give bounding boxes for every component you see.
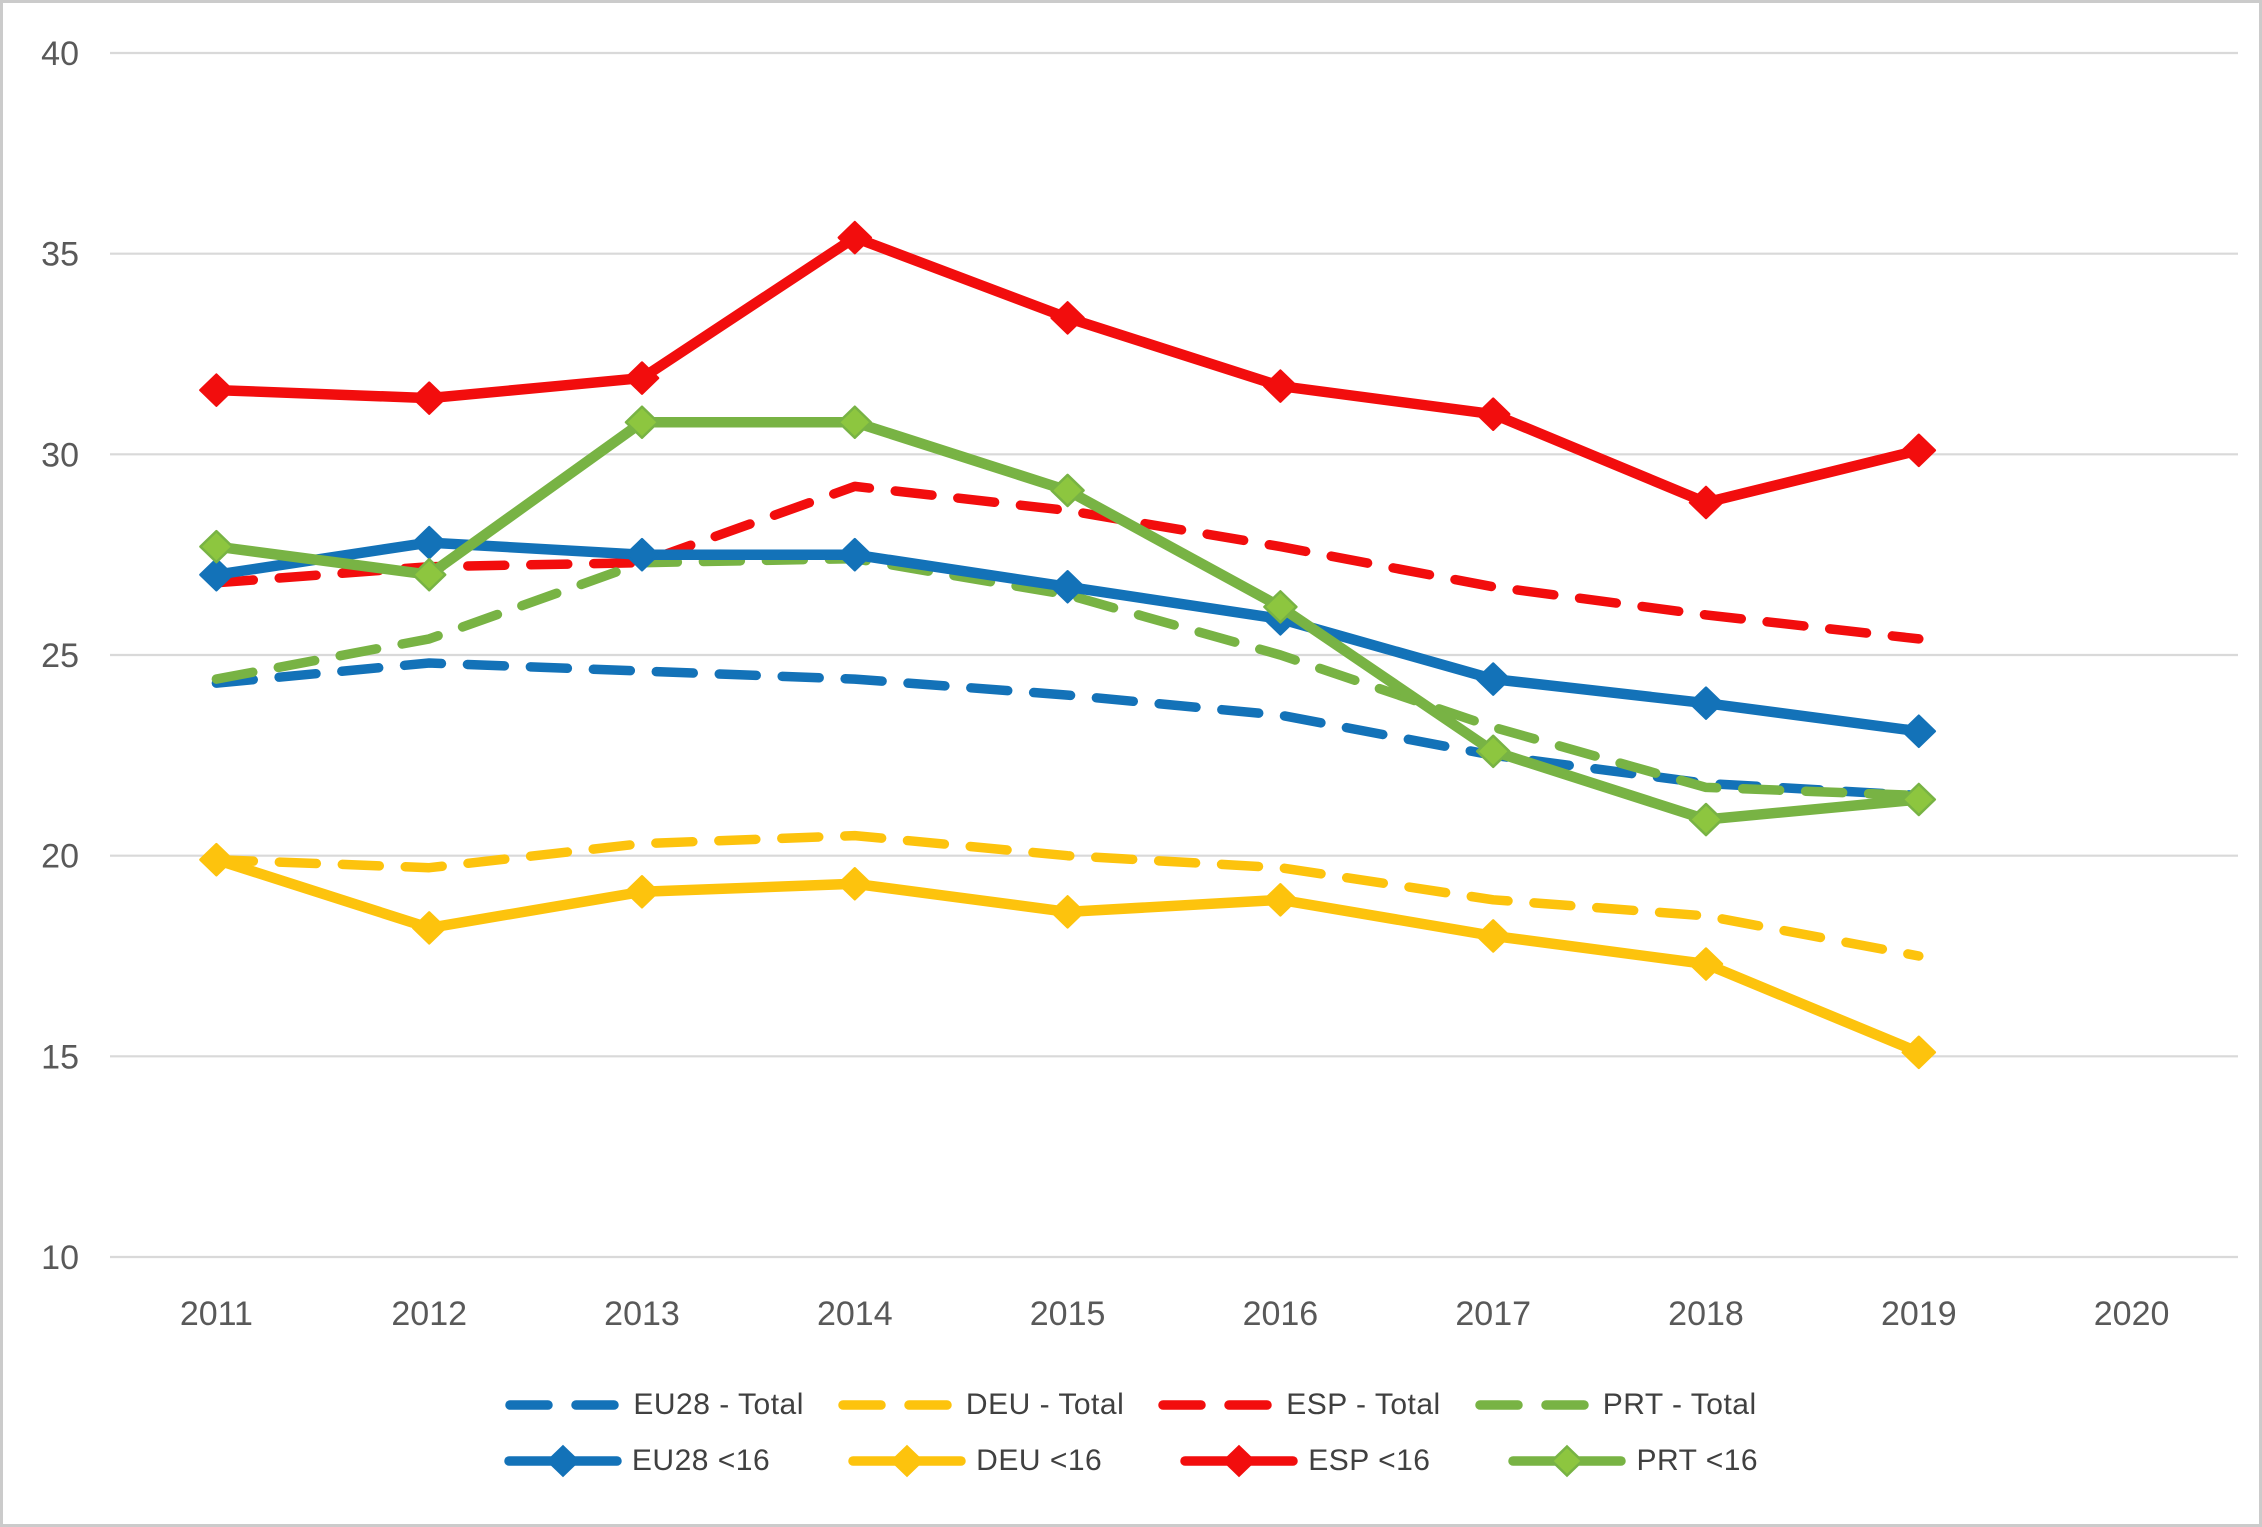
x-axis-label: 2019 bbox=[1881, 1295, 1957, 1333]
legend-item-prt-16: PRT <16 bbox=[1508, 1441, 1758, 1481]
legend-item-prt-total: PRT - Total bbox=[1474, 1385, 1757, 1425]
y-axis-label: 10 bbox=[41, 1239, 79, 1277]
series-deu-16-marker bbox=[1688, 947, 1724, 981]
x-axis-label: 2011 bbox=[180, 1295, 253, 1333]
legend-esp-16-swatch bbox=[1180, 1444, 1298, 1478]
x-axis-label: 2018 bbox=[1668, 1295, 1744, 1333]
series-esp-16-marker bbox=[624, 361, 660, 395]
series-prt-total-line bbox=[211, 553, 1924, 801]
legend-item-label: DEU <16 bbox=[976, 1444, 1103, 1477]
series-prt-16-marker bbox=[411, 557, 447, 592]
series-eu28-16-marker bbox=[411, 525, 447, 560]
series-esp-16-marker bbox=[1263, 369, 1298, 403]
series-deu-16-marker bbox=[1475, 919, 1511, 953]
y-axis-label: 25 bbox=[41, 637, 79, 675]
series-prt-16-marker bbox=[1688, 802, 1724, 837]
series-prt-16-marker bbox=[199, 529, 234, 564]
series-deu-16-marker bbox=[1050, 895, 1085, 929]
series-deu-16-marker bbox=[199, 842, 234, 877]
series-deu-total-line bbox=[211, 830, 1924, 961]
x-axis-label: 2017 bbox=[1455, 1295, 1531, 1333]
legend-eu28-total-swatch bbox=[505, 1400, 624, 1410]
y-axis-label: 20 bbox=[41, 838, 79, 876]
legend-item-deu-total: DEU - Total bbox=[838, 1385, 1124, 1425]
series-esp-16-marker bbox=[1901, 433, 1937, 468]
legend-item-eu28-total: EU28 - Total bbox=[505, 1385, 804, 1425]
legend-deu-total-swatch bbox=[838, 1400, 956, 1410]
series-eu28-16-marker bbox=[199, 557, 234, 592]
series-eu28-16-marker bbox=[1475, 662, 1511, 696]
series-esp-total-line bbox=[211, 481, 1924, 644]
y-axis-label: 40 bbox=[41, 35, 79, 73]
series-prt-16-marker bbox=[1475, 734, 1511, 769]
legend-esp-total-swatch bbox=[1158, 1400, 1276, 1410]
series-esp-16-marker bbox=[1475, 397, 1511, 431]
x-axis-label: 2014 bbox=[817, 1295, 893, 1333]
series-deu-16-marker bbox=[1901, 1035, 1937, 1070]
legend-item-label: PRT <16 bbox=[1636, 1444, 1759, 1477]
x-axis-label: 2015 bbox=[1030, 1295, 1106, 1333]
series-eu28-16-marker bbox=[1050, 570, 1085, 604]
x-axis-label: 2020 bbox=[2094, 1295, 2170, 1333]
series-eu28-total-line bbox=[211, 658, 1924, 801]
series-deu-16-marker bbox=[1263, 883, 1298, 917]
series-eu28-16-marker bbox=[624, 537, 660, 572]
legend-item-esp-total: ESP - Total bbox=[1158, 1385, 1440, 1425]
series-deu-16-marker bbox=[624, 875, 660, 909]
y-axis-label: 35 bbox=[41, 236, 79, 274]
x-axis-label: 2012 bbox=[391, 1295, 467, 1333]
legend-eu28-16-swatch bbox=[504, 1444, 622, 1478]
x-axis-label: 2013 bbox=[604, 1295, 680, 1333]
legend-item-label: PRT - Total bbox=[1602, 1388, 1757, 1421]
series-prt-16-marker bbox=[1050, 473, 1085, 508]
legend-row-total-series: EU28 - Total DEU - Total ESP - Total PRT - … bbox=[3, 1385, 2259, 1425]
series-esp-16-marker bbox=[1688, 485, 1724, 520]
series-esp-16-line bbox=[211, 232, 1925, 508]
series-prt-16-marker bbox=[1263, 590, 1298, 624]
legend-item-label: ESP <16 bbox=[1308, 1444, 1431, 1477]
series-deu-16-marker bbox=[837, 867, 873, 901]
y-axis-label: 15 bbox=[41, 1038, 79, 1076]
legend-item-eu28-16: EU28 <16 bbox=[504, 1441, 770, 1481]
legend-item-label: ESP - Total bbox=[1286, 1388, 1441, 1421]
legend-prt-16-swatch bbox=[1508, 1444, 1627, 1478]
legend-item-label: EU28 - Total bbox=[633, 1388, 804, 1421]
series-esp-16-marker bbox=[199, 373, 234, 407]
series-eu28-16-marker bbox=[1688, 686, 1724, 720]
legend-item-deu-16: DEU <16 bbox=[848, 1441, 1102, 1481]
series-esp-16-marker bbox=[411, 381, 447, 415]
legend-item-label: DEU - Total bbox=[965, 1388, 1125, 1421]
series-prt-16-marker bbox=[624, 405, 660, 439]
legend-row-under16-series: EU28 <16 DEU <16 ESP <16 PRT <16 bbox=[3, 1441, 2259, 1481]
series-prt-16-marker bbox=[1901, 782, 1937, 817]
series-eu28-16-marker bbox=[837, 537, 873, 572]
series-deu-16-marker bbox=[411, 911, 447, 945]
legend-item-label: EU28 <16 bbox=[631, 1444, 771, 1477]
series-prt-16-marker bbox=[837, 405, 873, 439]
legend-prt-total-swatch bbox=[1474, 1400, 1593, 1410]
series-esp-16-marker bbox=[837, 220, 873, 255]
series-esp-16-marker bbox=[1050, 301, 1085, 335]
series-deu-16-line bbox=[211, 854, 1925, 1058]
x-axis-label: 2016 bbox=[1243, 1295, 1319, 1333]
y-axis-label: 30 bbox=[41, 436, 79, 474]
series-eu28-16-marker bbox=[1901, 714, 1937, 749]
legend-deu-16-swatch bbox=[848, 1444, 966, 1478]
legend-item-esp-16: ESP <16 bbox=[1180, 1441, 1430, 1481]
